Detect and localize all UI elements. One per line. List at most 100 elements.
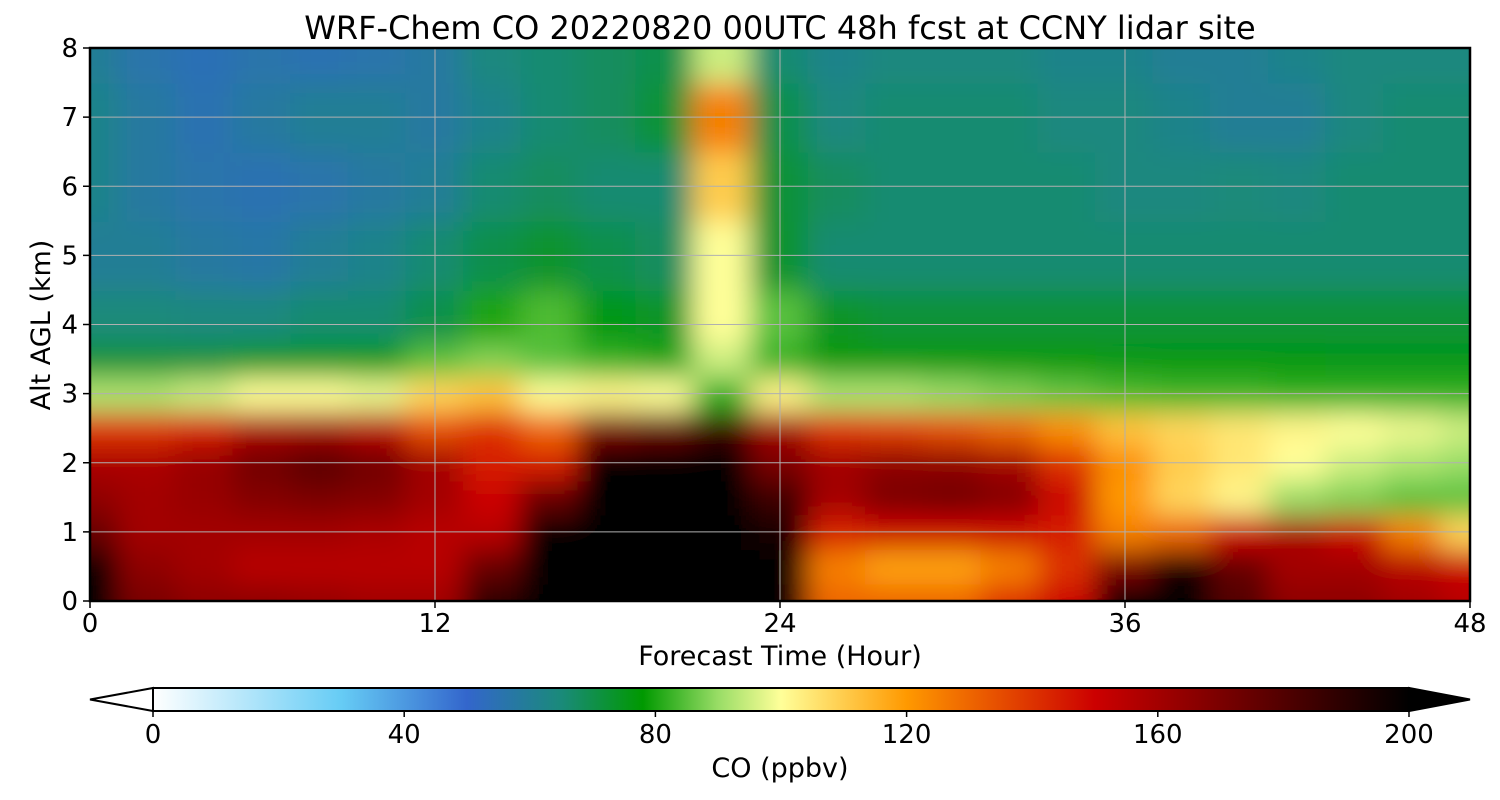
field-cell bbox=[90, 582, 120, 601]
field-cell bbox=[520, 340, 580, 378]
field-cell bbox=[290, 340, 350, 378]
field-cell bbox=[1152, 48, 1213, 84]
field-cell bbox=[175, 340, 235, 378]
field-cell bbox=[175, 288, 235, 343]
field-cell bbox=[1267, 48, 1328, 84]
field-cell bbox=[635, 340, 695, 378]
field-cell bbox=[1440, 548, 1470, 585]
colorbar-ticks: 0 40 80 120 160 200 bbox=[145, 711, 1434, 750]
field-cell bbox=[117, 582, 178, 601]
field-cell bbox=[980, 288, 1040, 343]
field-cell bbox=[347, 48, 408, 84]
field-cell bbox=[922, 582, 983, 601]
field-cell bbox=[865, 548, 925, 585]
field-cell bbox=[1152, 340, 1213, 378]
colorbar-tick-label: 200 bbox=[1384, 720, 1434, 750]
field-cell bbox=[1440, 479, 1470, 516]
field-cell bbox=[1382, 582, 1443, 601]
colorbar-tick-label: 120 bbox=[882, 720, 932, 750]
y-tick-label: 8 bbox=[61, 34, 78, 64]
field-cell bbox=[692, 409, 753, 447]
y-tick-label: 0 bbox=[61, 587, 78, 617]
field-cell bbox=[520, 288, 580, 343]
field-cell bbox=[290, 409, 350, 447]
field-cell bbox=[90, 409, 120, 447]
field-cell bbox=[232, 582, 293, 601]
colorbar-tick-label: 40 bbox=[388, 720, 421, 750]
field-cell bbox=[232, 548, 293, 585]
field-cell bbox=[462, 548, 523, 585]
field-cell bbox=[1325, 409, 1385, 447]
field-cell bbox=[1152, 479, 1213, 516]
x-tick-label: 48 bbox=[1453, 609, 1486, 639]
field-cell bbox=[807, 582, 868, 601]
field-cell bbox=[635, 288, 695, 343]
field-cell bbox=[865, 288, 925, 343]
field-cell bbox=[520, 48, 580, 84]
colorbar: 0 40 80 120 160 200 bbox=[89, 686, 1471, 750]
field-cell bbox=[520, 582, 580, 601]
field-cell bbox=[232, 479, 293, 516]
field-cell bbox=[635, 409, 695, 447]
field-cell bbox=[1267, 548, 1328, 585]
field-cell bbox=[520, 409, 580, 447]
field-cell bbox=[980, 48, 1040, 84]
field-cell bbox=[347, 548, 408, 585]
field-cell bbox=[290, 48, 350, 84]
field-cell bbox=[1037, 548, 1098, 585]
field-cell bbox=[117, 409, 178, 447]
field-cell bbox=[117, 288, 178, 343]
field-cell bbox=[1382, 548, 1443, 585]
field-cell bbox=[807, 548, 868, 585]
field-cell bbox=[232, 340, 293, 378]
x-axis-label: Forecast Time (Hour) bbox=[638, 641, 922, 672]
field-cell bbox=[520, 479, 580, 516]
field-cell bbox=[577, 479, 638, 516]
field-cell bbox=[692, 479, 753, 516]
field-cell bbox=[922, 479, 983, 516]
field-cell bbox=[1152, 582, 1213, 601]
y-axis-ticks: 0 1 2 3 4 5 6 7 8 bbox=[61, 34, 90, 617]
field-cell bbox=[577, 409, 638, 447]
field-cell bbox=[462, 48, 523, 84]
field-cell bbox=[175, 48, 235, 84]
field-cell bbox=[807, 479, 868, 516]
colorbar-tick-label: 160 bbox=[1133, 720, 1183, 750]
field-cell bbox=[1037, 479, 1098, 516]
chart-title: WRF-Chem CO 20220820 00UTC 48h fcst at C… bbox=[304, 9, 1255, 47]
field-cell bbox=[175, 409, 235, 447]
colorbar-label: CO (ppbv) bbox=[711, 753, 848, 784]
y-tick-label: 5 bbox=[61, 241, 78, 271]
field-cell bbox=[175, 479, 235, 516]
field-cell bbox=[692, 340, 753, 378]
colorbar-tick-label: 0 bbox=[145, 720, 162, 750]
field-cell bbox=[922, 409, 983, 447]
field-cell bbox=[232, 288, 293, 343]
field-cell bbox=[1382, 479, 1443, 516]
field-cell bbox=[117, 340, 178, 378]
field-cell bbox=[462, 288, 523, 343]
field-cell bbox=[692, 548, 753, 585]
x-tick-label: 12 bbox=[418, 609, 451, 639]
field-cell bbox=[1325, 582, 1385, 601]
field-cell bbox=[865, 340, 925, 378]
field-cell bbox=[347, 288, 408, 343]
field-cell bbox=[1325, 479, 1385, 516]
field-cell bbox=[807, 409, 868, 447]
field-cell bbox=[807, 48, 868, 84]
field-cell bbox=[1152, 288, 1213, 343]
field-cell bbox=[1210, 340, 1270, 378]
field-cell bbox=[577, 582, 638, 601]
y-tick-label: 6 bbox=[61, 172, 78, 202]
field-cell bbox=[290, 582, 350, 601]
y-tick-label: 1 bbox=[61, 518, 78, 548]
field-cell bbox=[1037, 582, 1098, 601]
field-cell bbox=[290, 548, 350, 585]
x-axis-ticks: 0 12 24 36 48 bbox=[82, 601, 1487, 639]
y-tick-label: 7 bbox=[61, 103, 78, 133]
field-cell bbox=[1440, 582, 1470, 601]
field-cell bbox=[90, 288, 120, 343]
field-cell bbox=[922, 548, 983, 585]
field-cell bbox=[635, 548, 695, 585]
